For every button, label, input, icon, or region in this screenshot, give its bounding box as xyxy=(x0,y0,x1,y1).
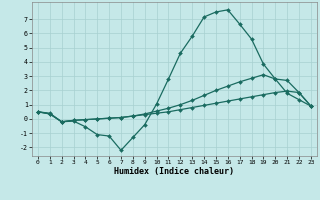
X-axis label: Humidex (Indice chaleur): Humidex (Indice chaleur) xyxy=(115,167,234,176)
